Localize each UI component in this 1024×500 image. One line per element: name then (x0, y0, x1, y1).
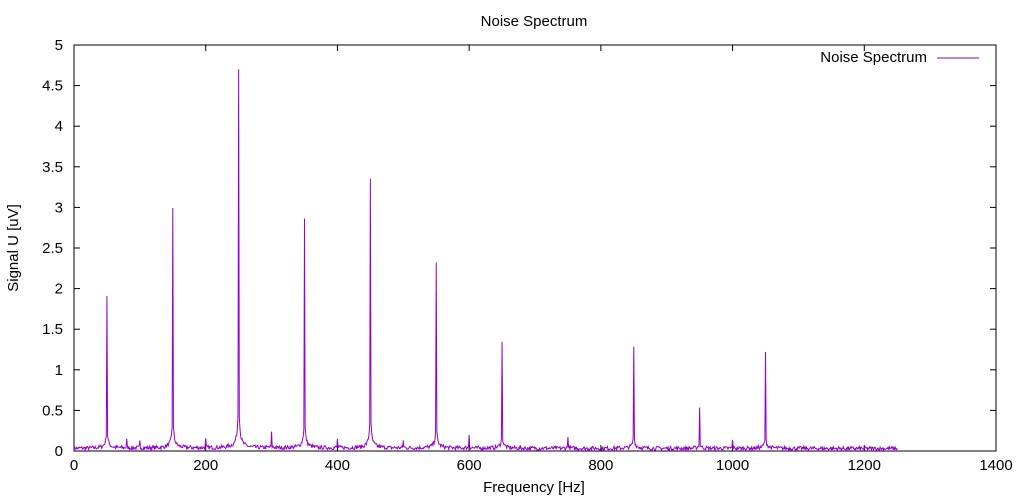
y-axis-ticks: 0 0.5 1 1.5 2 2.5 3 3.5 4 4.5 5 (42, 37, 996, 460)
x-tick-label: 800 (588, 457, 613, 474)
x-tick-label: 200 (193, 457, 218, 474)
y-axis-label: Signal U [uV] (5, 204, 22, 292)
legend-label: Noise Spectrum (820, 49, 927, 66)
chart-title: Noise Spectrum (481, 13, 588, 30)
plot-frame (73, 44, 997, 452)
y-tick-label: 3 (55, 199, 63, 216)
x-axis-ticks: 0 200 400 600 800 1000 1200 1400 (70, 45, 1013, 474)
x-tick-label: 400 (325, 457, 350, 474)
x-tick-label: 1000 (716, 457, 749, 474)
y-tick-label: 1 (55, 362, 63, 379)
y-tick-label: 4 (55, 118, 63, 135)
x-axis-label: Frequency [Hz] (483, 479, 585, 496)
y-tick-label: 1.5 (42, 321, 63, 338)
y-tick-label: 2 (55, 281, 63, 298)
y-tick-label: 3.5 (42, 159, 63, 176)
y-tick-label: 5 (55, 37, 63, 54)
x-tick-label: 1200 (848, 457, 881, 474)
x-tick-label: 1400 (979, 457, 1012, 474)
x-tick-label: 0 (70, 457, 78, 474)
y-tick-label: 4.5 (42, 78, 63, 95)
series-line-noise-spectrum (73, 69, 898, 453)
y-tick-label: 2.5 (42, 240, 63, 257)
y-tick-label: 0.5 (42, 402, 63, 419)
legend: Noise Spectrum (820, 49, 979, 66)
y-tick-label: 0 (55, 443, 63, 460)
x-tick-label: 600 (457, 457, 482, 474)
